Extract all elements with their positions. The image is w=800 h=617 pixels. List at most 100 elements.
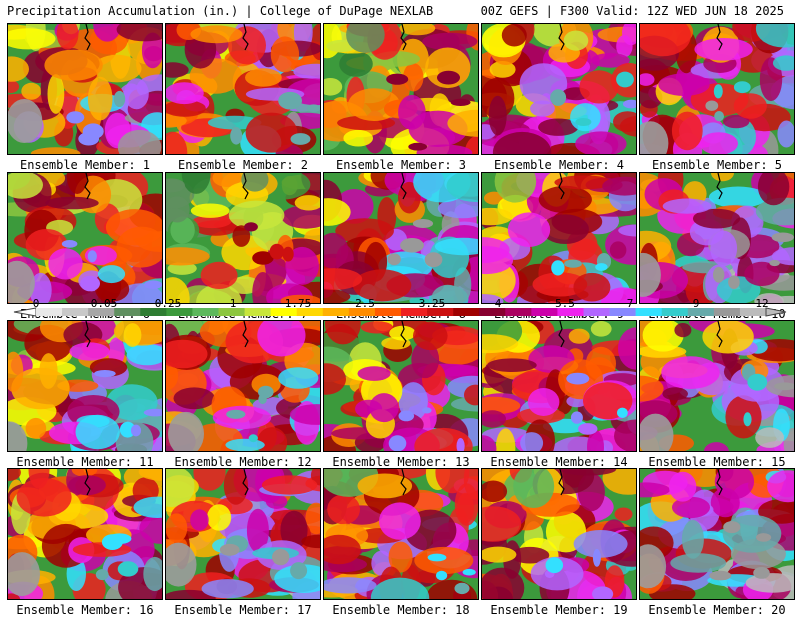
ensemble-map-2: [165, 23, 321, 155]
coastline-outline: [242, 24, 249, 51]
ensemble-map-10: [639, 172, 795, 304]
precip-field: [324, 173, 478, 303]
colorbar-tick-label: 9: [692, 297, 700, 310]
colorbar-swatch: [322, 308, 350, 316]
coastline-outline: [84, 24, 91, 51]
coastline-outline: [242, 173, 249, 200]
ensemble-member-label: Ensemble Member: 4: [493, 158, 625, 172]
coastline-outline: [400, 24, 407, 51]
colorbar-swatch: [453, 308, 480, 316]
colorbar-tick-label: 2.5: [355, 297, 375, 310]
ensemble-map-14: [481, 320, 637, 452]
colorbar-swatch: [609, 308, 636, 316]
ensemble-member-label: Ensemble Member: 2: [177, 158, 309, 172]
ensemble-map-13: [323, 320, 479, 452]
precip-field: [166, 321, 320, 451]
coastline-outline: [84, 173, 91, 200]
coastline-outline: [242, 321, 249, 348]
ensemble-map-16: [7, 468, 163, 600]
colorbar-tick-label: 12: [755, 297, 769, 310]
coastline-outline: [558, 321, 565, 348]
precip-field: [640, 24, 794, 154]
ensemble-map-12: [165, 320, 321, 452]
precip-field: [166, 469, 320, 599]
ensemble-map-4: [481, 23, 637, 155]
precip-field: [324, 24, 478, 154]
ensemble-member-label: Ensemble Member: 19: [490, 603, 628, 617]
coastline-outline: [400, 173, 407, 200]
colorbar-swatch: [244, 308, 271, 316]
ensemble-member-label: Ensemble Member: 3: [335, 158, 467, 172]
precip-field: [640, 321, 794, 451]
colorbar-swatch: [505, 308, 532, 316]
ensemble-map-18: [323, 468, 479, 600]
precipitation-colorbar: [13, 307, 787, 317]
ensemble-member-label: Ensemble Member: 14: [490, 455, 628, 469]
coastline-outline: [84, 469, 91, 496]
colorbar-swatch: [374, 308, 402, 316]
colorbar-tick-label: 0.25: [154, 297, 182, 310]
precip-field: [482, 24, 636, 154]
colorbar-tick-label: 1.75: [284, 297, 312, 310]
coastline-outline: [242, 469, 249, 496]
precip-field: [8, 469, 162, 599]
colorbar-swatch: [661, 308, 689, 316]
valid-time: 00Z GEFS | F300 Valid: 12Z WED JUN 18 20…: [480, 4, 784, 18]
coastline-outline: [716, 469, 723, 496]
coastline-outline: [716, 173, 723, 200]
colorbar-swatch: [479, 308, 506, 316]
ensemble-map-7: [165, 172, 321, 304]
ensemble-map-11: [7, 320, 163, 452]
ensemble-map-3: [323, 23, 479, 155]
colorbar-swatch: [36, 308, 63, 316]
precip-field: [640, 173, 794, 303]
precip-field: [324, 321, 478, 451]
precip-field: [166, 24, 320, 154]
colorbar-right-arrow: [765, 307, 787, 317]
colorbar-tick-label: 0.05: [90, 297, 118, 310]
colorbar-swatch: [62, 308, 89, 316]
precip-field: [8, 321, 162, 451]
ensemble-map-15: [639, 320, 795, 452]
colorbar-swatch: [296, 308, 324, 316]
ensemble-map-19: [481, 468, 637, 600]
colorbar-swatch: [531, 308, 558, 316]
coastline-outline: [400, 321, 407, 348]
ensemble-member-label: Ensemble Member: 18: [332, 603, 470, 617]
colorbar-tick-label: 3.25: [418, 297, 446, 310]
colorbar-tick-label: 1: [229, 297, 237, 310]
colorbar-swatch: [270, 308, 298, 316]
colorbar-swatch: [348, 308, 376, 316]
precip-field: [166, 173, 320, 303]
colorbar-swatch: [713, 308, 741, 316]
ensemble-member-label: Ensemble Member: 17: [174, 603, 312, 617]
ensemble-member-label: Ensemble Member: 15: [648, 455, 786, 469]
colorbar-swatch: [635, 308, 663, 316]
colorbar-tick-label: 0: [32, 297, 40, 310]
colorbar-tick-label: 7: [626, 297, 634, 310]
colorbar-tick-label: 4: [494, 297, 502, 310]
ensemble-map-9: [481, 172, 637, 304]
precip-field: [8, 173, 162, 303]
ensemble-member-label: Ensemble Member: 13: [332, 455, 470, 469]
precip-field: [482, 321, 636, 451]
colorbar-swatch: [218, 308, 245, 316]
colorbar-swatch: [401, 308, 428, 316]
coastline-outline: [558, 173, 565, 200]
ensemble-map-1: [7, 23, 163, 155]
coastline-outline: [558, 469, 565, 496]
colorbar-swatch: [192, 308, 219, 316]
ensemble-member-label: Ensemble Member: 16: [16, 603, 154, 617]
ensemble-member-label: Ensemble Member: 11: [16, 455, 154, 469]
coastline-outline: [558, 24, 565, 51]
precip-field: [640, 469, 794, 599]
coastline-outline: [716, 24, 723, 51]
ensemble-map-20: [639, 468, 795, 600]
colorbar-tick-label: 5.5: [555, 297, 575, 310]
ensemble-member-label: Ensemble Member: 20: [648, 603, 786, 617]
ensemble-member-label: Ensemble Member: 1: [19, 158, 151, 172]
colorbar-swatch: [140, 308, 167, 316]
precip-field: [482, 173, 636, 303]
ensemble-map-6: [7, 172, 163, 304]
colorbar-swatch: [166, 308, 193, 316]
